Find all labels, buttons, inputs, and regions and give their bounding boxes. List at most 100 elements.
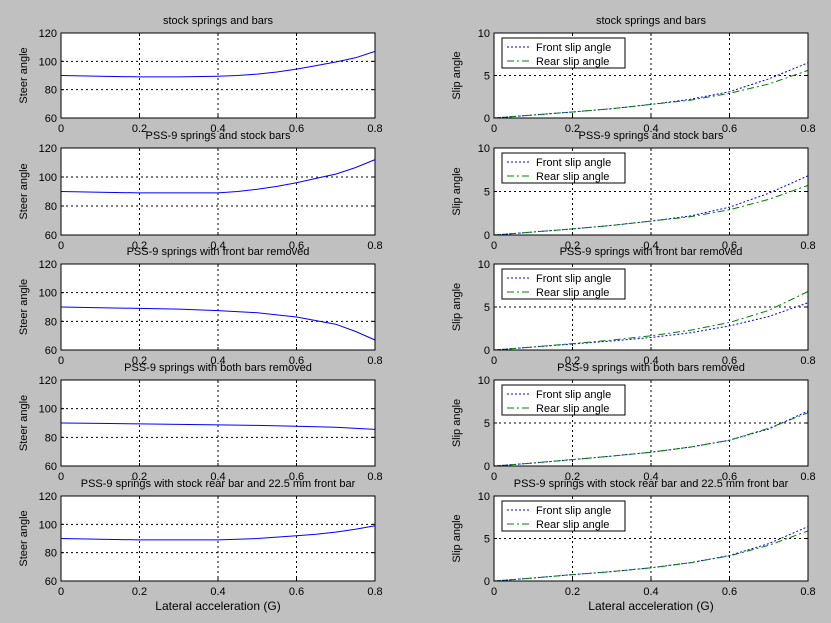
y-axis-label: Steer angle: [18, 279, 30, 335]
series-line-1: [60, 159, 376, 194]
x-tick-label: 0.4: [643, 586, 658, 598]
subplot-title: PSS-9 springs with front bar removed: [560, 246, 743, 258]
x-tick-label: 0.2: [132, 586, 147, 598]
subplot-title: stock springs and bars: [596, 15, 707, 27]
legend: Front slip angle Rear slip angle: [501, 384, 626, 416]
x-tick-label: 0.2: [132, 123, 147, 135]
x-axis-label: Lateral acceleration (G): [155, 599, 280, 613]
y-tick-label: 0: [484, 345, 490, 357]
legend-box: [501, 152, 626, 184]
legend-box: [501, 268, 626, 300]
y-tick-label: 80: [45, 201, 57, 213]
x-tick-label: 0.4: [210, 586, 225, 598]
y-tick-label: 0: [484, 576, 490, 588]
x-tick-label: 0.4: [210, 471, 225, 483]
y-axis-label: Slip angle: [451, 167, 463, 215]
x-tick-label: 0.8: [800, 355, 815, 367]
y-tick-label: 80: [45, 316, 57, 328]
series-line-1: [493, 62, 809, 119]
y-tick-label: 0: [484, 461, 490, 473]
subplot-9: 0 0.2 0.4 0.6 0.8 60 80 100 120 PSS-9 springs wit…: [18, 478, 383, 613]
y-tick-label: 100: [39, 288, 57, 300]
y-tick-label: 5: [484, 187, 490, 199]
plot-area: [61, 496, 375, 581]
x-tick-label: 0.4: [643, 123, 658, 135]
x-tick-label: 0: [491, 240, 497, 252]
x-tick-label: 0: [491, 471, 497, 483]
legend-entry: Rear slip angle: [536, 56, 609, 68]
subplot-title: PSS-9 springs with stock rear bar and 22…: [81, 478, 356, 490]
subplot-10: 0 0.2 0.4 0.6 0.8 0 5 10 PSS-9 springs with stoc…: [451, 478, 816, 613]
subplot-4: 0 0.2 0.4 0.6 0.8 0 5 10 PSS-9 springs and stock…: [451, 130, 816, 252]
x-tick-label: 0.8: [800, 123, 815, 135]
x-tick-label: 0.8: [367, 240, 382, 252]
x-tick-label: 0.8: [367, 123, 382, 135]
series-line-1: [60, 525, 376, 541]
x-tick-label: 0.8: [367, 471, 382, 483]
y-tick-label: 10: [478, 375, 490, 387]
x-tick-label: 0: [58, 586, 64, 598]
legend: Front slip angle Rear slip angle: [501, 37, 626, 69]
subplot-6: 0 0.2 0.4 0.6 0.8 0 5 10 PSS-9 springs with fron…: [451, 246, 816, 367]
x-tick-label: 0.6: [289, 240, 304, 252]
x-tick-label: 0.2: [132, 471, 147, 483]
y-axis-label: Slip angle: [451, 514, 463, 562]
legend: Front slip angle Rear slip angle: [501, 500, 626, 532]
x-tick-label: 0.2: [565, 586, 580, 598]
series-line-1: [493, 175, 809, 236]
y-tick-label: 100: [39, 56, 57, 68]
legend-entry: Rear slip angle: [536, 403, 609, 415]
y-tick-label: 5: [484, 71, 490, 83]
x-tick-label: 0.2: [565, 471, 580, 483]
legend-box: [501, 500, 626, 532]
legend-entry: Front slip angle: [536, 157, 611, 169]
x-tick-label: 0.8: [800, 240, 815, 252]
y-tick-label: 80: [45, 548, 57, 560]
subplot-3: 0 0.2 0.4 0.6 0.8 60 80 100 120 PSS-9 springs and…: [18, 130, 383, 252]
subplot-title: PSS-9 springs and stock bars: [579, 130, 724, 142]
x-tick-label: 0: [491, 355, 497, 367]
x-tick-label: 0.4: [643, 355, 658, 367]
y-axis-label: Steer angle: [18, 395, 30, 451]
y-tick-label: 10: [478, 143, 490, 155]
y-tick-label: 120: [39, 143, 57, 155]
series-line-1: [493, 410, 809, 467]
x-tick-label: 0.2: [565, 240, 580, 252]
series-line-1: [60, 50, 376, 78]
y-tick-label: 60: [45, 576, 57, 588]
y-axis-label: Slip angle: [451, 399, 463, 447]
legend-entry: Rear slip angle: [536, 287, 609, 299]
subplot-8: 0 0.2 0.4 0.6 0.8 0 5 10 PSS-9 springs with both…: [451, 362, 816, 483]
y-tick-label: 60: [45, 461, 57, 473]
x-tick-label: 0.6: [722, 123, 737, 135]
x-tick-label: 0: [491, 586, 497, 598]
y-tick-label: 60: [45, 230, 57, 242]
subplot-title: PSS-9 springs and stock bars: [146, 130, 291, 142]
plot-area: [61, 33, 375, 118]
y-tick-label: 80: [45, 85, 57, 97]
x-tick-label: 0.8: [367, 586, 382, 598]
y-tick-label: 120: [39, 375, 57, 387]
subplot-title: stock springs and bars: [163, 15, 274, 27]
subplot-title: PSS-9 springs with both bars removed: [557, 362, 745, 374]
legend-entry: Rear slip angle: [536, 519, 609, 531]
x-tick-label: 0: [58, 240, 64, 252]
legend: Front slip angle Rear slip angle: [501, 152, 626, 184]
series-line-1: [60, 306, 376, 341]
legend-entry: Front slip angle: [536, 389, 611, 401]
x-tick-label: 0.6: [289, 471, 304, 483]
x-tick-label: 0.8: [800, 586, 815, 598]
x-tick-label: 0.6: [722, 586, 737, 598]
legend-entry: Rear slip angle: [536, 171, 609, 183]
x-tick-label: 0.8: [800, 471, 815, 483]
legend-entry: Front slip angle: [536, 42, 611, 54]
legend-box: [501, 37, 626, 69]
y-tick-label: 10: [478, 28, 490, 40]
x-tick-label: 0.6: [722, 471, 737, 483]
y-tick-label: 100: [39, 519, 57, 531]
plot-area: [61, 264, 375, 350]
subplot-2: 0 0.2 0.4 0.6 0.8 0 5 10 stock springs and bars S…: [451, 15, 816, 135]
y-tick-label: 60: [45, 113, 57, 125]
subplot-title: PSS-9 springs with both bars removed: [124, 362, 312, 374]
